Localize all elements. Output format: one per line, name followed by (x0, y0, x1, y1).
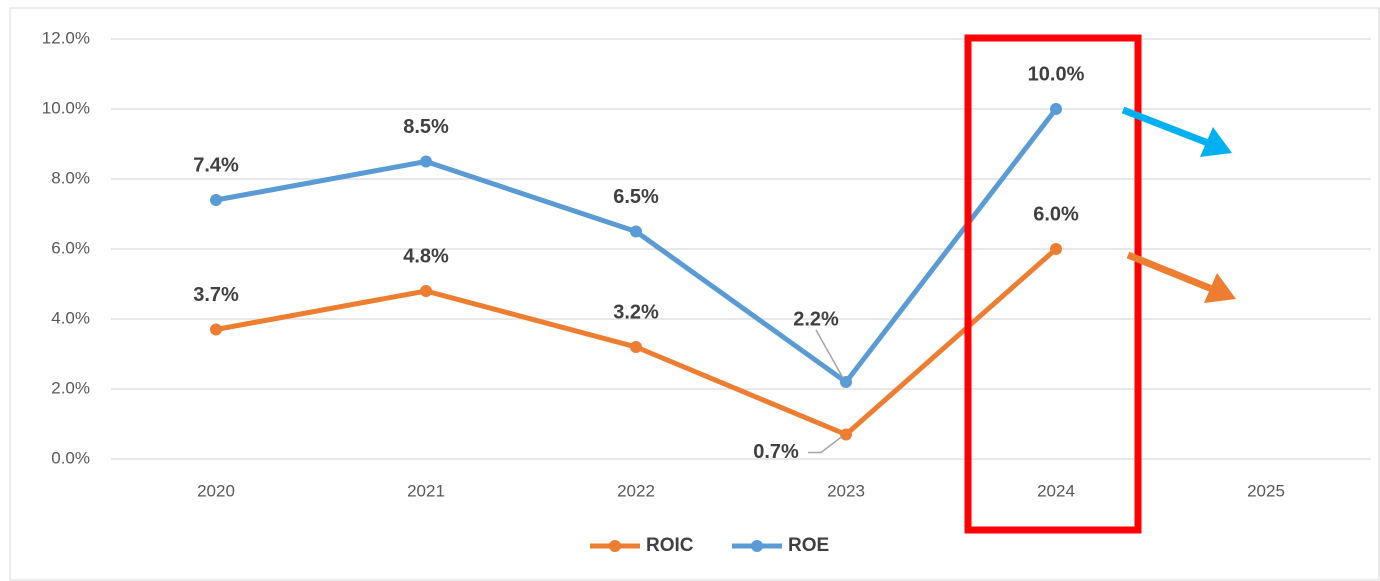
data-label: 10.0% (1028, 63, 1085, 85)
data-label: 2.2% (793, 308, 839, 330)
y-tick-label: 6.0% (51, 238, 90, 257)
y-tick-label: 10.0% (42, 98, 90, 117)
data-point (1050, 243, 1062, 255)
marks (210, 103, 1062, 454)
arrow-blue (1121, 106, 1232, 157)
x-tick-label: 2024 (1037, 481, 1075, 500)
x-tick-label: 2021 (407, 481, 445, 500)
legend-marker (751, 540, 763, 552)
data-label: 3.2% (613, 301, 659, 323)
y-tick-label: 4.0% (51, 308, 90, 327)
data-label: 4.8% (403, 245, 449, 267)
x-tick-label: 2023 (827, 481, 865, 500)
data-label: 6.5% (613, 186, 659, 208)
legend-label: ROIC (646, 535, 694, 556)
data-point (210, 194, 222, 206)
highlight-box (964, 34, 1142, 534)
y-tick-label: 2.0% (51, 378, 90, 397)
y-tick-label: 8.0% (51, 168, 90, 187)
data-point (840, 428, 852, 441)
data-point (420, 285, 432, 297)
chart-frame (9, 7, 1380, 581)
x-tick-label: 2022 (617, 481, 655, 500)
leader-line (815, 329, 844, 379)
x-tick-label: 2020 (197, 481, 235, 500)
data-label: 8.5% (403, 116, 449, 138)
grid (111, 38, 1371, 460)
x-tick-label: 2025 (1247, 481, 1285, 500)
data-point (630, 225, 642, 238)
data-point (630, 341, 642, 353)
leader-line (808, 435, 843, 454)
data-point (1050, 103, 1062, 115)
data-label: 0.7% (753, 441, 799, 463)
data-label: 3.7% (193, 284, 239, 306)
arrow-orange (1126, 251, 1236, 303)
data-point (420, 155, 432, 168)
data-label: 6.0% (1033, 203, 1079, 225)
legend-marker (609, 540, 621, 552)
y-tick-label: 0.0% (51, 448, 90, 467)
legend-label: ROE (788, 535, 829, 556)
data-label: 7.4% (193, 154, 239, 176)
y-tick-label: 12.0% (42, 28, 90, 47)
data-point (210, 323, 222, 336)
data-point (840, 376, 852, 388)
